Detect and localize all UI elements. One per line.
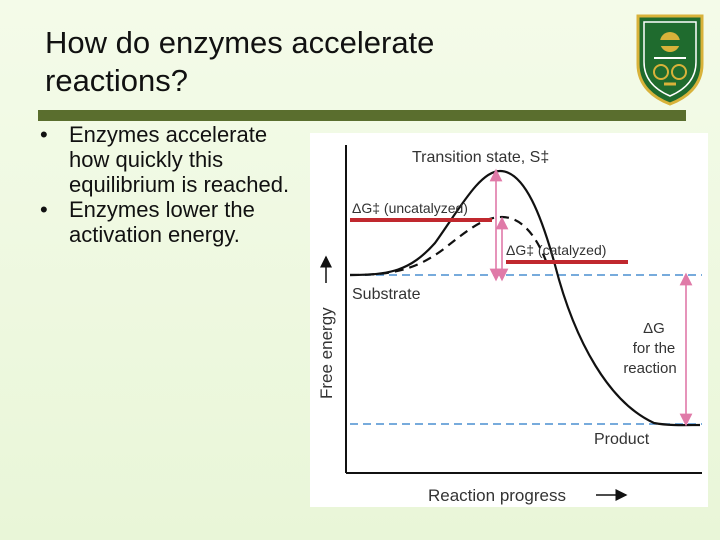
catalyzed-label: ΔG‡ (catalyzed) <box>506 242 606 258</box>
energy-diagram-svg: Free energy Reaction progress Transition… <box>317 145 702 505</box>
uncatalyzed-highlight-bar <box>350 218 492 222</box>
delta-g-label-line-1: ΔG <box>643 320 665 337</box>
delta-g-label-line-3: reaction <box>623 360 676 377</box>
catalyzed-highlight-bar <box>506 260 628 264</box>
product-label: Product <box>594 431 650 448</box>
x-axis-label: Reaction progress <box>428 486 566 505</box>
energy-diagram: Free energy Reaction progress Transition… <box>310 133 708 507</box>
bullet-dot-icon: • <box>40 122 48 147</box>
y-axis-label: Free energy <box>317 307 336 399</box>
bullet-list: • Enzymes accelerate how quickly this eq… <box>36 122 306 247</box>
slide-title: How do enzymes accelerate reactions? <box>45 24 605 100</box>
bullet-dot-icon: • <box>40 197 48 222</box>
title-divider <box>38 110 686 121</box>
transition-state-label: Transition state, S‡ <box>412 149 549 166</box>
bullet-text-2: Enzymes lower the activation energy. <box>69 197 255 247</box>
uncatalyzed-label: ΔG‡ (uncatalyzed) <box>352 200 468 216</box>
delta-g-label-line-2: for the <box>633 340 676 357</box>
substrate-label: Substrate <box>352 286 421 303</box>
university-crest-icon <box>636 14 704 106</box>
slide-title-line-2: reactions? <box>45 63 189 98</box>
bullet-item: • Enzymes lower the activation energy. <box>36 197 306 247</box>
catalyzed-curve <box>349 215 548 277</box>
uncatalyzed-curve <box>349 169 701 427</box>
bullet-item: • Enzymes accelerate how quickly this eq… <box>36 122 306 197</box>
slide-title-line-1: How do enzymes accelerate <box>45 25 435 60</box>
bullet-text-1: Enzymes accelerate how quickly this equi… <box>69 122 290 197</box>
